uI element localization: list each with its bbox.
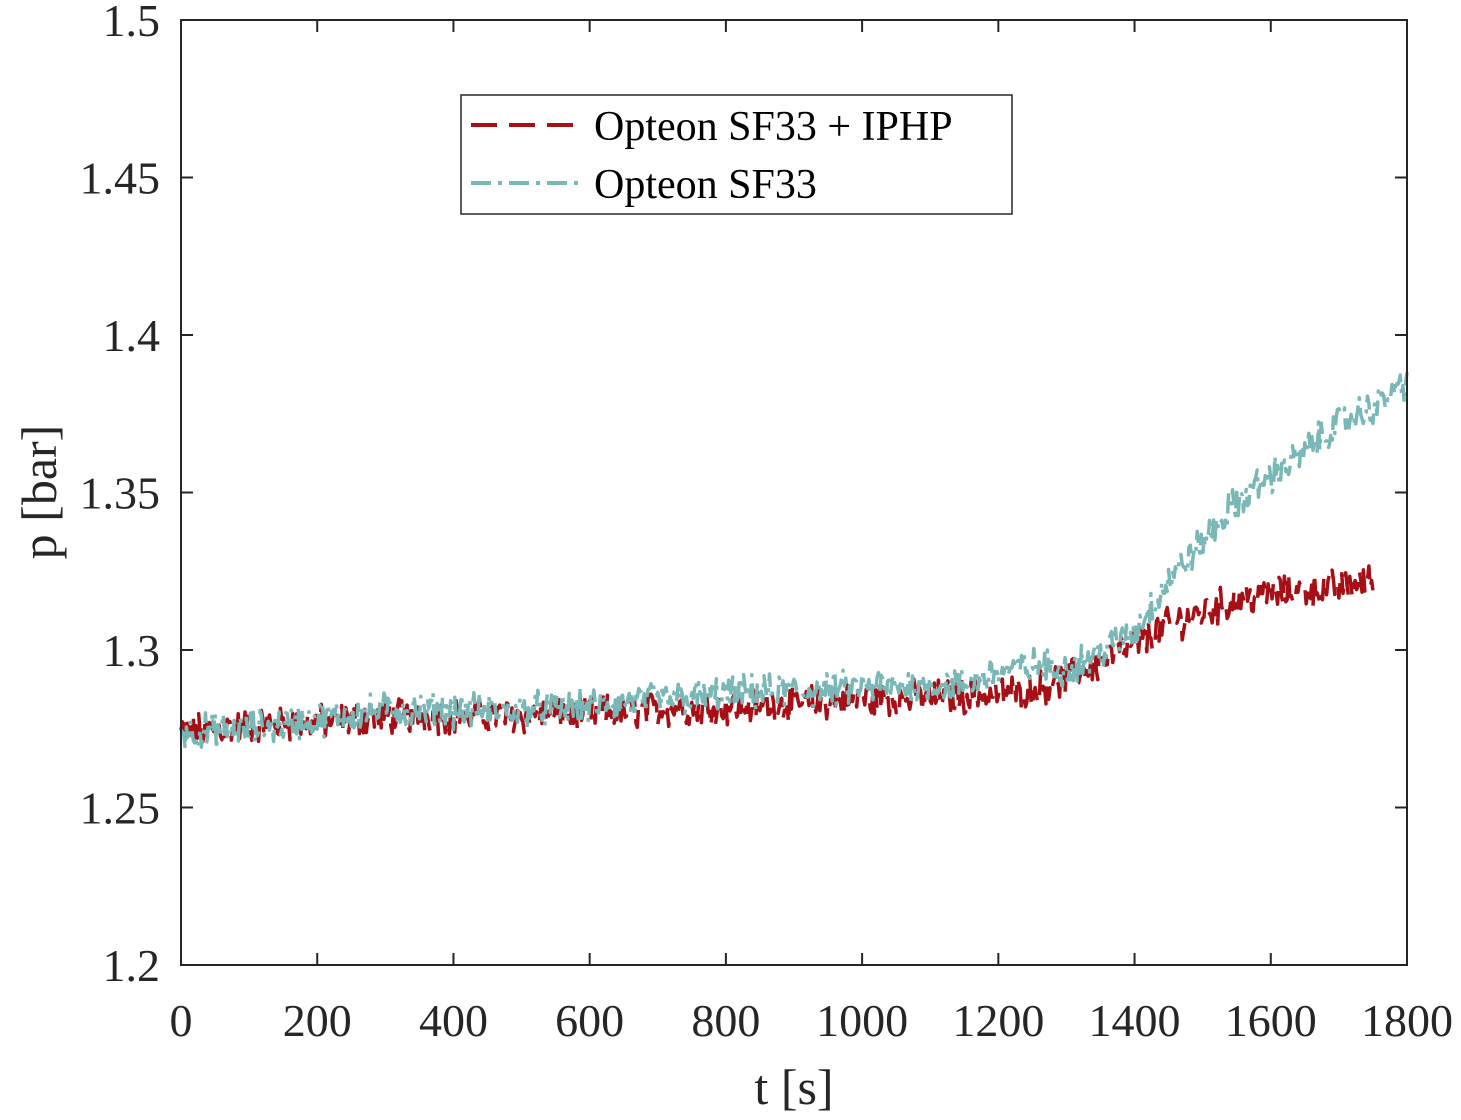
x-tick-label: 200 <box>283 995 352 1046</box>
legend-label-sf33: Opteon SF33 <box>594 162 817 208</box>
y-tick-label: 1.25 <box>80 783 161 834</box>
y-tick-label: 1.3 <box>103 625 161 676</box>
x-tick-label: 1000 <box>816 995 908 1046</box>
legend-box <box>460 94 1013 215</box>
y-tick-label: 1.45 <box>80 153 161 204</box>
series-layer <box>179 372 1409 751</box>
x-tick-label: 1400 <box>1089 995 1181 1046</box>
legend-label-iphp: Opteon SF33 + IPHP <box>594 104 953 150</box>
legend: Opteon SF33 + IPHP Opteon SF33 <box>460 94 1013 215</box>
x-tick-label: 1800 <box>1361 995 1453 1046</box>
x-tick-label: 0 <box>170 995 193 1046</box>
x-tick-label: 600 <box>555 995 624 1046</box>
plot-frame <box>180 19 1408 966</box>
x-tick-label: 1200 <box>952 995 1044 1046</box>
y-tick-label: 1.2 <box>103 940 161 991</box>
y-tick-label: 1.5 <box>103 0 161 46</box>
ticks-layer: 0 200 400 600 800 1000 1200 1400 1600 1800 1.2 1.25… <box>80 0 1454 1046</box>
y-tick-label: 1.35 <box>80 468 161 519</box>
y-axis-label: p [bar] <box>11 425 67 560</box>
series-line-opteon-sf33 <box>179 372 1409 751</box>
x-axis-label: t [s] <box>754 1059 833 1115</box>
x-tick-label: 800 <box>691 995 760 1046</box>
x-tick-label: 400 <box>419 995 488 1046</box>
x-tick-label: 1600 <box>1225 995 1317 1046</box>
y-tick-label: 1.4 <box>103 310 161 361</box>
